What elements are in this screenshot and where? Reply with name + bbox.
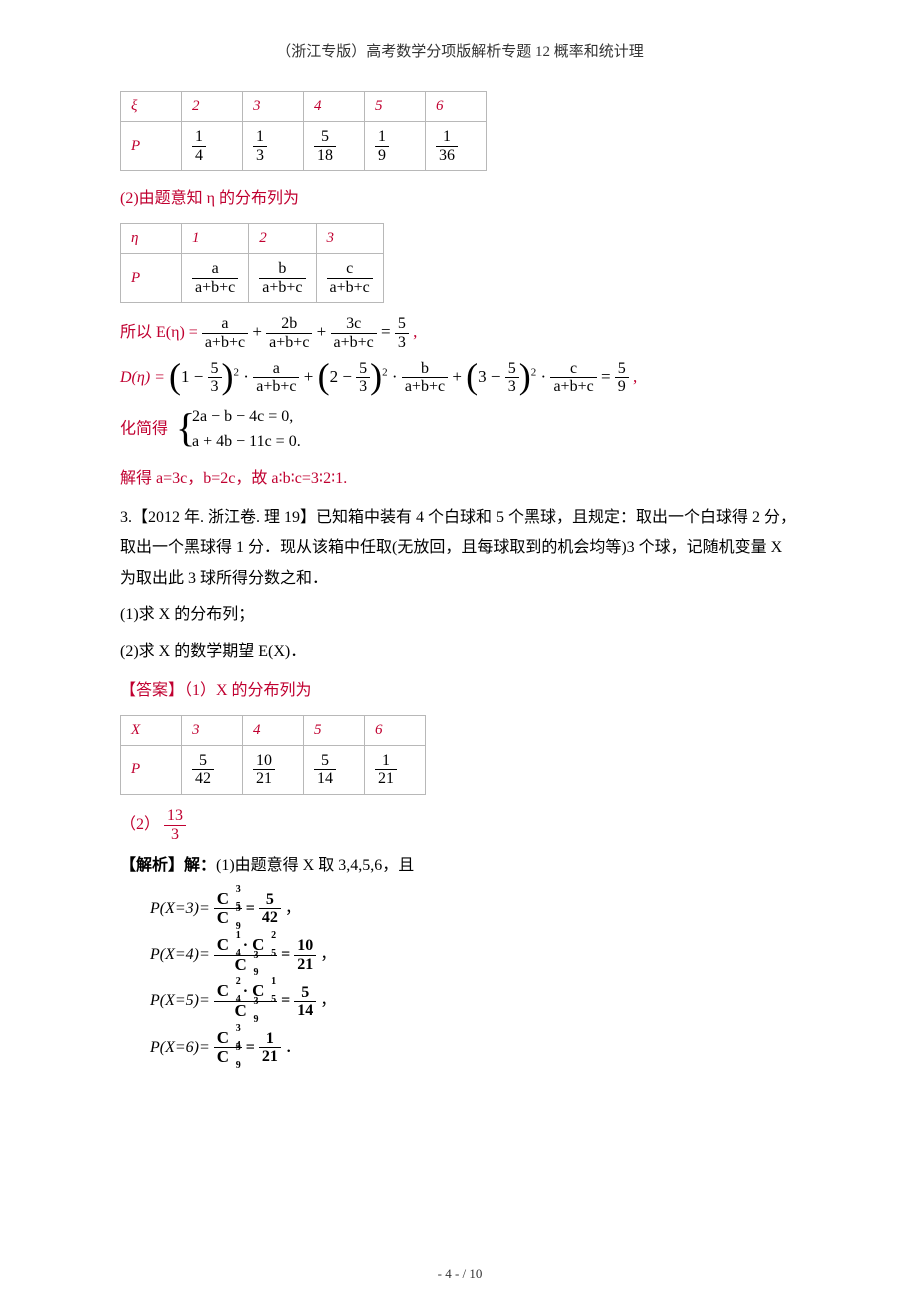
result-fraction: 514	[294, 984, 316, 1020]
combo-fraction: C35C39	[214, 890, 242, 928]
answer-2-fraction: 13 3	[164, 807, 186, 843]
e-eta-body: aa+b+c + 2ba+b+c + 3ca+b+c = 53 ,	[202, 322, 418, 341]
page-header: （浙江专版）高考数学分项版解析专题 12 概率和统计理	[120, 40, 800, 61]
probability-equations: P(X=3)= C35C39 = 542 ， P(X=4)= C14 · C25…	[120, 890, 800, 1068]
q3-lead: 3.【2012 年. 浙江卷. 理 19】已知箱中装有 4 个白球和 5 个黑球…	[120, 503, 800, 594]
analysis-line: 【解析】解：(1)由题意得 X 取 3,4,5,6，且	[120, 851, 800, 881]
prob-equation: P(X=3)= C35C39 = 542 ，	[150, 890, 800, 928]
fraction: ba+b+c	[259, 260, 305, 296]
fraction: 59	[615, 360, 629, 396]
d-eta-equation: D(η) = (1 − 53)2 · aa+b+c + (2 − 53)2 · …	[120, 360, 800, 396]
fraction: 13	[253, 128, 267, 164]
fraction: ba+b+c	[402, 360, 448, 396]
fraction: 542	[192, 752, 214, 788]
fraction: aa+b+c	[192, 260, 238, 296]
system-row-1: 2a − b − 4c = 0,	[192, 404, 301, 430]
e-eta-prefix: 所以 E(η) =	[120, 324, 198, 341]
fraction: aa+b+c	[253, 360, 299, 396]
combination: C39	[217, 909, 239, 928]
simplify-label: 化简得	[120, 420, 168, 437]
combination: C39	[234, 1002, 256, 1021]
fraction: 19	[375, 128, 389, 164]
eta-intro-line: (2)由题意知 η 的分布列为	[120, 183, 800, 215]
combination: C39	[217, 1048, 239, 1067]
xi-distribution-table: ξ23456P141351819136	[120, 91, 487, 171]
combo-fraction: C34C39	[214, 1029, 242, 1067]
result-fraction: 1021	[294, 937, 316, 973]
simplify-line: 化简得 2a − b − 4c = 0, a + 4b − 11c = 0.	[120, 404, 800, 455]
system-row-2: a + 4b − 11c = 0.	[192, 429, 301, 455]
x-distribution-table: X3456P5421021514121	[120, 715, 426, 795]
answer-2-prefix: （2）	[120, 816, 160, 833]
combo-fraction: C24 · C15C39	[214, 982, 277, 1020]
eta-distribution-table: η123Paa+b+cba+b+cca+b+c	[120, 223, 384, 303]
fraction: 53	[505, 360, 519, 396]
e-eta-equation: 所以 E(η) = aa+b+c + 2ba+b+c + 3ca+b+c = 5…	[120, 315, 800, 351]
result-fraction: 121	[259, 1030, 281, 1066]
q3-part1: (1)求 X 的分布列；	[120, 600, 800, 630]
result-fraction: 542	[259, 891, 281, 927]
answer-2: （2） 13 3	[120, 807, 800, 843]
analysis-text: (1)由题意得 X 取 3,4,5,6，且	[216, 857, 414, 874]
prob-equation: P(X=6)= C34C39 = 121 ．	[150, 1029, 800, 1067]
fraction: aa+b+c	[202, 315, 248, 351]
equation-system: 2a − b − 4c = 0, a + 4b − 11c = 0.	[176, 404, 301, 455]
fraction: 2ba+b+c	[266, 315, 312, 351]
combo-fraction: C14 · C25C39	[214, 936, 277, 974]
analysis-label: 【解析】解：	[120, 857, 216, 874]
page-footer: - 4 - / 10	[0, 1266, 920, 1282]
fraction: 53	[208, 360, 222, 396]
fraction: 53	[395, 315, 409, 351]
combination: C39	[234, 956, 256, 975]
fraction: 14	[192, 128, 206, 164]
solve-result-line: 解得 a=3c，b=2c，故 a∶b∶c=3∶2∶1.	[120, 463, 800, 495]
combination: C24	[217, 982, 239, 1001]
d-eta-prefix: D(η) =	[120, 369, 165, 386]
answer-2-num: 13	[164, 807, 186, 826]
fraction: 3ca+b+c	[331, 315, 377, 351]
fraction: ca+b+c	[327, 260, 373, 296]
answer-label: 【答案】（1）X 的分布列为	[120, 675, 800, 707]
fraction: 136	[436, 128, 458, 164]
prob-equation: P(X=5)= C24 · C15C39 = 514 ，	[150, 982, 800, 1020]
fraction: 518	[314, 128, 336, 164]
fraction: ca+b+c	[550, 360, 596, 396]
combination: C14	[217, 936, 239, 955]
q3-part2: (2)求 X 的数学期望 E(X)．	[120, 637, 800, 667]
document-page: （浙江专版）高考数学分项版解析专题 12 概率和统计理 ξ23456P14135…	[0, 0, 920, 1302]
answer-2-den: 3	[164, 826, 186, 844]
fraction: 514	[314, 752, 336, 788]
fraction: 1021	[253, 752, 275, 788]
fraction: 121	[375, 752, 397, 788]
prob-equation: P(X=4)= C14 · C25C39 = 1021 ，	[150, 936, 800, 974]
eta-intro-text: (2)由题意知 η 的分布列为	[120, 190, 299, 207]
fraction: 53	[356, 360, 370, 396]
d-eta-body: (1 − 53)2 · aa+b+c + (2 − 53)2 · ba+b+c …	[169, 367, 637, 386]
